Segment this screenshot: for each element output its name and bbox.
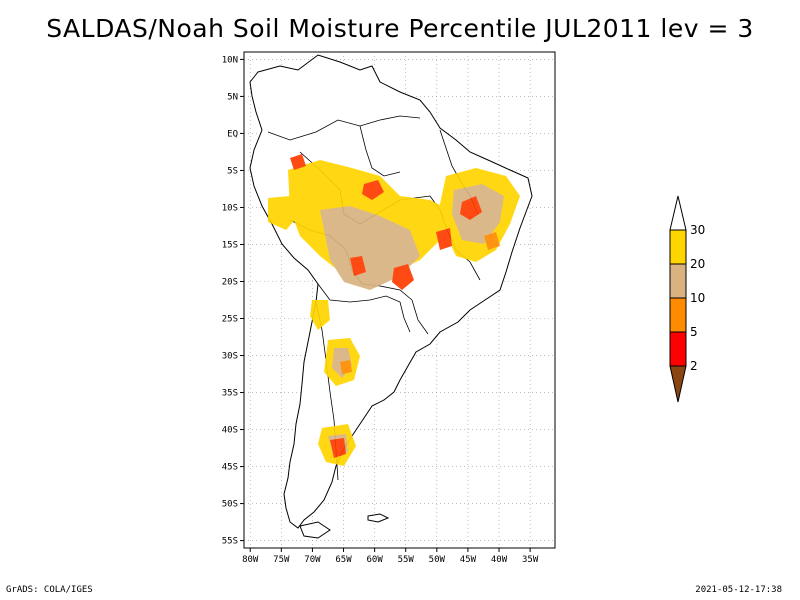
colorbar-swatch — [669, 331, 687, 367]
colorbar-label: 2 — [690, 359, 698, 373]
lat-tick-label: 5N — [227, 92, 238, 102]
lon-tick-label: 35W — [522, 555, 539, 565]
colorbar-top-triangle — [669, 195, 687, 231]
shade-red-4 — [436, 228, 452, 250]
footer-credit: GrADS: COLA/IGES — [6, 585, 93, 595]
colorbar-label: 5 — [690, 325, 698, 339]
shade-red-1 — [362, 180, 384, 200]
lon-tick-label: 40W — [491, 555, 508, 565]
map-frame — [243, 51, 556, 549]
lon-tick-label: 80W — [242, 555, 259, 565]
lat-tick-label: 10N — [222, 55, 238, 65]
shade-orange-1 — [484, 232, 500, 250]
coastline-layer — [249, 54, 533, 539]
colorbar-swatch — [669, 263, 687, 299]
longitude-tick-labels: 80W 75W 70W 65W 60W 55W 50W 45W 40W 35W — [242, 548, 539, 565]
lon-tick-label: 50W — [429, 555, 446, 565]
lat-tick-label: 45S — [222, 463, 238, 473]
shade-red-3 — [460, 196, 482, 220]
chart-title: SALDAS/Noah Soil Moisture Percentile JUL… — [46, 14, 754, 43]
shade-orange-2 — [340, 360, 352, 374]
lon-tick-label: 65W — [335, 555, 352, 565]
lat-tick-label: 35S — [222, 389, 238, 399]
colorbar-label: 10 — [690, 291, 705, 305]
south-america-coastline — [249, 54, 533, 529]
footer-timestamp: 2021-05-12-17:38 — [695, 585, 782, 595]
lat-tick-label: 10S — [222, 203, 238, 213]
lat-tick-label: 30S — [222, 352, 238, 362]
lat-tick-label: 55S — [222, 537, 238, 547]
lon-tick-label: 75W — [273, 555, 290, 565]
tierra-del-fuego — [299, 521, 331, 539]
lat-tick-label: 50S — [222, 500, 238, 510]
lon-tick-label: 45W — [460, 555, 477, 565]
colorbar-label: 30 — [690, 223, 705, 237]
shade-yellow-andes — [310, 300, 330, 330]
lat-tick-label: 40S — [222, 426, 238, 436]
lat-tick-label: 15S — [222, 240, 238, 250]
falkland-islands — [367, 513, 390, 523]
shade-red-7 — [330, 438, 346, 458]
lon-tick-label: 70W — [304, 555, 321, 565]
colorbar-bottom-triangle — [669, 365, 687, 403]
shade-red-2 — [290, 154, 306, 170]
colorbar-swatch — [669, 229, 687, 265]
latitude-tick-labels: 10N 5N EQ 5S 10S 15S 20S 25S 30S 35S 40S 45S 50S 55S — [222, 55, 244, 547]
shade-yellow-north — [268, 196, 300, 230]
lat-tick-label: 20S — [222, 277, 238, 287]
shade-red-6 — [350, 256, 366, 276]
colorbar-swatch — [669, 297, 687, 333]
percentile-shading — [268, 154, 520, 466]
colorbar-label: 20 — [690, 257, 705, 271]
colorbar: 30 20 10 5 2 — [669, 195, 705, 403]
lat-tick-label: EQ — [227, 129, 238, 139]
lat-tick-label: 25S — [222, 315, 238, 325]
lon-tick-label: 60W — [366, 555, 383, 565]
lon-tick-label: 55W — [398, 555, 415, 565]
lat-tick-label: 5S — [227, 166, 238, 176]
shade-red-5 — [392, 264, 414, 290]
